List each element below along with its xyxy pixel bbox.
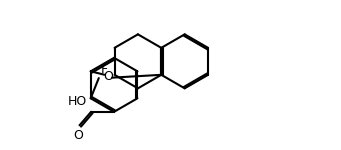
Text: HO: HO [68, 95, 87, 108]
Text: O: O [103, 70, 113, 83]
Text: F: F [100, 63, 107, 76]
Text: O: O [73, 129, 83, 142]
